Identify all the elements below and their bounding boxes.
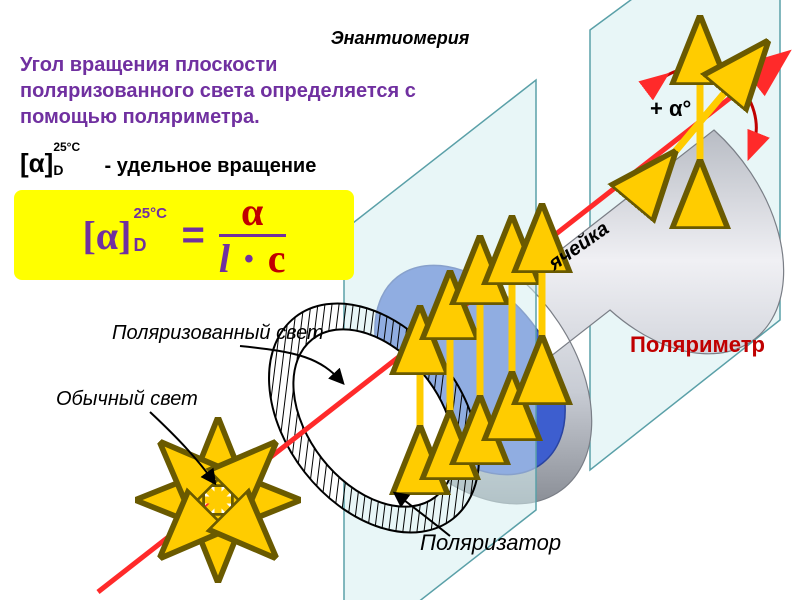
formula-fraction: α l • c — [219, 192, 286, 279]
page-title: Энантиомерия — [331, 28, 470, 49]
analyzer-plane — [590, 0, 780, 470]
polarized-light-label: Поляризованный свет — [112, 322, 324, 345]
formula-box: [α] 25°C D = α l • c — [14, 190, 354, 280]
formula-denominator: l • c — [219, 239, 286, 279]
description-heading: Угол вращения плоскости поляризованного … — [20, 52, 416, 130]
unpolarized-starburst — [170, 452, 266, 548]
polarized-arrows — [420, 238, 542, 460]
rotation-label-text: - удельное вращение — [105, 155, 317, 177]
specific-rotation-symbol: [α] 25°C D - удельное вращение — [20, 148, 316, 179]
rotation-subscript: D — [53, 162, 63, 178]
formula-superscript: 25°C — [133, 205, 167, 222]
ordinary-light-label: Обычный свет — [56, 388, 198, 411]
cell-label: ячейка — [545, 217, 614, 275]
polarizer-disc — [226, 263, 522, 573]
heading-line: помощью поляриметра. — [20, 104, 416, 130]
rotation-superscript: 25°C — [53, 140, 80, 154]
sample-cell — [336, 130, 784, 511]
heading-line: Угол вращения плоскости — [20, 52, 416, 78]
formula-numerator: α — [241, 192, 263, 232]
callout-leaders — [150, 346, 450, 536]
rotation-angle-label: + α° — [650, 96, 691, 122]
polarizer-label: Поляризатор — [420, 530, 561, 556]
formula-equals: = — [181, 213, 204, 258]
output-polarization-arrows — [654, 50, 747, 194]
alpha-bracket: [α] — [20, 148, 53, 178]
polarizer-plane — [344, 80, 536, 600]
heading-line: поляризованного света определяется с — [20, 78, 416, 104]
formula-subscript: D — [133, 235, 146, 256]
formula-lhs: [α] 25°C D — [82, 212, 131, 259]
polarimeter-label: Поляриметр — [630, 332, 765, 358]
